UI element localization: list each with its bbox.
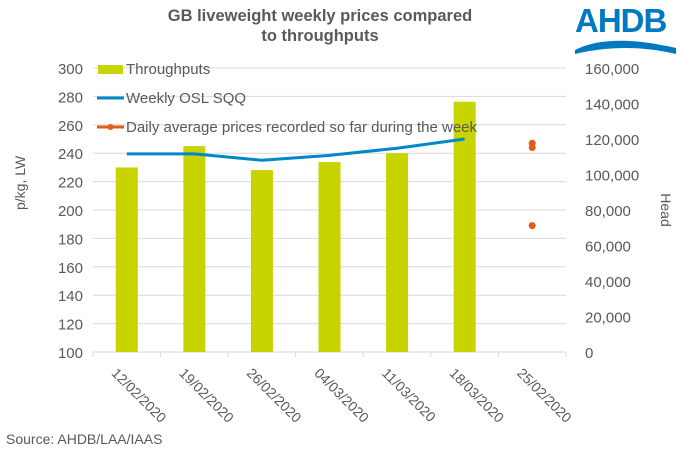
y2-tick-label: 120,000 [585,132,639,149]
source-note: Source: AHDB/LAA/IAAS [6,431,163,447]
x-tick-label: 12/02/2020 [109,365,170,426]
weekly-osl-series [126,137,465,162]
y-tick-label: 160 [58,260,83,277]
title-line-2: to throughputs [261,27,379,45]
throughput-bar [386,153,409,352]
x-tick-label: 11/03/2020 [379,365,439,425]
x-tick-label: 18/03/2020 [447,365,508,426]
legend: Throughputs Weekly OSL SQQ Daily average p… [97,61,478,136]
legend-label: Weekly OSL SQQ [126,90,246,107]
y-tick-label: 180 [58,231,83,248]
y-tick-label: 220 [58,175,83,192]
logo-text: AHDB [575,2,667,39]
y-tick-label: 280 [58,89,83,106]
y2-tick-label: 0 [585,345,593,362]
throughput-bar [453,101,476,352]
ahdb-logo: AHDB [573,2,678,56]
y2-tick-label: 60,000 [585,239,631,256]
y-axis-label-right: Head [658,193,674,226]
y-tick-label: 120 [58,317,83,334]
x-tick-label: 19/02/2020 [176,365,237,426]
x-tick-label: 25/02/2020 [514,365,575,426]
y-tick-label: 260 [58,118,83,135]
x-axis-ticks: 12/02/2020 19/02/2020 26/02/2020 04/03/2020… [109,365,575,426]
y2-tick-label: 100,000 [585,168,639,185]
y2-tick-label: 80,000 [585,203,631,220]
x-tick-label: 26/02/2020 [244,365,305,426]
y-tick-label: 100 [58,345,83,362]
left-axis-ticks: 100 120 140 160 180 200 220 240 260 280 300 [58,61,83,362]
y-tick-label: 140 [58,288,83,305]
y2-tick-label: 140,000 [585,97,639,114]
daily-average-point [528,144,536,152]
legend-swatch-daily-average-marker [107,124,114,130]
chart-title: GB liveweight weekly prices compared to … [130,6,510,46]
x-tick-label: 04/03/2020 [311,365,372,426]
legend-label: Throughputs [126,61,210,78]
y-tick-label: 200 [58,203,83,220]
y2-tick-label: 20,000 [585,310,631,327]
y2-tick-label: 40,000 [585,274,631,291]
logo-wave-icon [575,40,676,54]
throughput-bar [318,162,341,352]
right-axis-ticks: 0 20,000 40,000 60,000 80,000 100,000 120,000 1… [585,61,639,362]
throughput-bars [115,101,476,352]
throughput-bar [250,170,273,352]
daily-average-point [528,222,536,230]
throughput-bar [183,146,206,352]
y-tick-label: 300 [58,61,83,78]
legend-label: Daily average prices recorded so far dur… [126,119,478,136]
title-line-1: GB liveweight weekly prices compared [167,7,473,25]
throughput-bar [115,167,138,352]
y2-tick-label: 160,000 [585,61,639,78]
weekly-osl-line [126,137,465,162]
legend-swatch-throughputs [98,65,123,74]
y-tick-label: 240 [58,146,83,163]
daily-average-points [528,139,536,230]
